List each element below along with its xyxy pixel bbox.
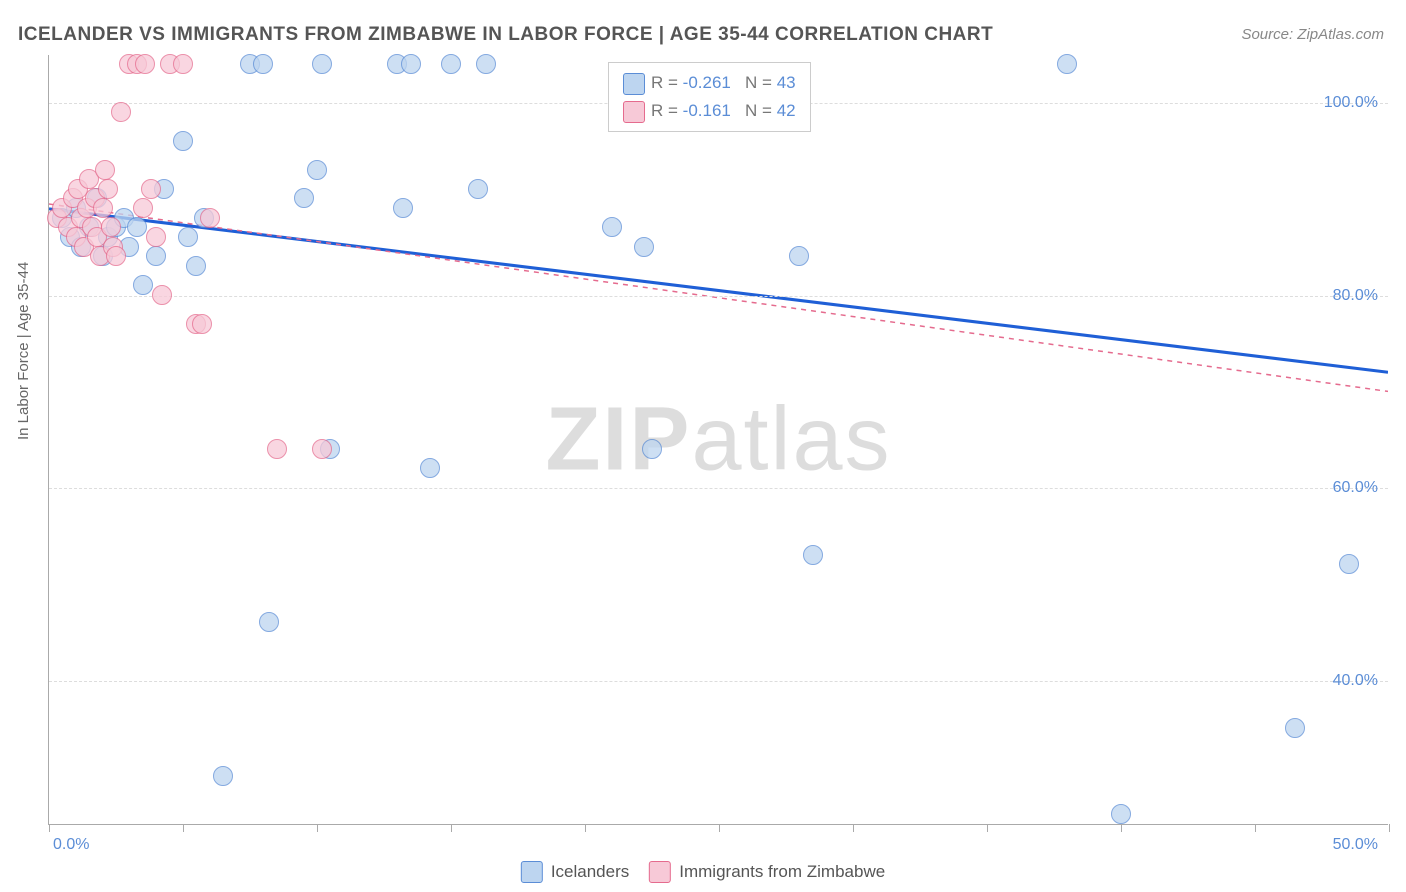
legend-item: Immigrants from Zimbabwe xyxy=(649,861,885,883)
watermark-bold: ZIP xyxy=(545,389,691,489)
scatter-point xyxy=(173,131,193,151)
scatter-point xyxy=(93,198,113,218)
scatter-point xyxy=(178,227,198,247)
series-legend: Icelanders Immigrants from Zimbabwe xyxy=(511,861,895,888)
scatter-point xyxy=(111,102,131,122)
scatter-point xyxy=(441,54,461,74)
x-tick xyxy=(585,824,586,832)
scatter-point xyxy=(294,188,314,208)
trend-line xyxy=(49,204,1388,391)
y-tick-label: 100.0% xyxy=(1324,94,1378,112)
legend-spacer xyxy=(731,101,745,120)
scatter-point xyxy=(634,237,654,257)
scatter-point xyxy=(789,246,809,266)
gridline xyxy=(49,488,1388,489)
legend-swatch xyxy=(623,73,645,95)
scatter-point xyxy=(135,54,155,74)
scatter-point xyxy=(267,439,287,459)
x-tick xyxy=(719,824,720,832)
scatter-point xyxy=(1285,718,1305,738)
legend-item: Icelanders xyxy=(521,861,629,883)
x-tick xyxy=(49,824,50,832)
scatter-point xyxy=(146,246,166,266)
legend-n-label: N = xyxy=(745,73,777,92)
scatter-point xyxy=(95,160,115,180)
scatter-point xyxy=(141,179,161,199)
x-start-label: 0.0% xyxy=(53,836,89,854)
watermark: ZIPatlas xyxy=(545,388,891,491)
trend-line xyxy=(49,209,1388,372)
scatter-point xyxy=(312,54,332,74)
watermark-thin: atlas xyxy=(691,389,891,489)
scatter-point xyxy=(133,275,153,295)
legend-spacer xyxy=(731,73,745,92)
legend-n-value: 43 xyxy=(777,73,796,92)
scatter-point xyxy=(213,766,233,786)
legend-n-label: N = xyxy=(745,101,777,120)
scatter-point xyxy=(1111,804,1131,824)
x-tick xyxy=(1389,824,1390,832)
legend-r-label: R = xyxy=(651,101,683,120)
scatter-point xyxy=(401,54,421,74)
x-tick xyxy=(317,824,318,832)
scatter-point xyxy=(468,179,488,199)
legend-swatch xyxy=(649,861,671,883)
y-axis-label: In Labor Force | Age 35-44 xyxy=(15,262,32,440)
scatter-point xyxy=(476,54,496,74)
scatter-point xyxy=(200,208,220,228)
scatter-point xyxy=(106,246,126,266)
scatter-point xyxy=(146,227,166,247)
legend-r-label: R = xyxy=(651,73,683,92)
legend-label: Icelanders xyxy=(551,862,629,882)
legend-row: R = -0.261 N = 43 xyxy=(623,69,796,97)
chart-title: ICELANDER VS IMMIGRANTS FROM ZIMBABWE IN… xyxy=(18,24,993,46)
legend-r-value: -0.261 xyxy=(683,73,731,92)
source-attribution: Source: ZipAtlas.com xyxy=(1241,26,1384,43)
y-tick-label: 40.0% xyxy=(1333,672,1378,690)
x-tick xyxy=(451,824,452,832)
legend-r-value: -0.161 xyxy=(683,101,731,120)
scatter-point xyxy=(803,545,823,565)
trend-lines xyxy=(49,55,1388,824)
scatter-point xyxy=(101,217,121,237)
legend-swatch xyxy=(521,861,543,883)
scatter-point xyxy=(192,314,212,334)
legend-label: Immigrants from Zimbabwe xyxy=(679,862,885,882)
plot-area: ZIPatlas 40.0%60.0%80.0%100.0%0.0%50.0% xyxy=(48,55,1388,825)
x-tick xyxy=(987,824,988,832)
chart-container: ICELANDER VS IMMIGRANTS FROM ZIMBABWE IN… xyxy=(0,0,1406,892)
gridline xyxy=(49,296,1388,297)
scatter-point xyxy=(127,217,147,237)
scatter-point xyxy=(642,439,662,459)
x-end-label: 50.0% xyxy=(1333,836,1378,854)
x-tick xyxy=(853,824,854,832)
scatter-point xyxy=(602,217,622,237)
scatter-point xyxy=(312,439,332,459)
scatter-point xyxy=(420,458,440,478)
scatter-point xyxy=(186,256,206,276)
legend-n-value: 42 xyxy=(777,101,796,120)
correlation-legend: R = -0.261 N = 43R = -0.161 N = 42 xyxy=(608,62,811,132)
scatter-point xyxy=(133,198,153,218)
x-tick xyxy=(1121,824,1122,832)
y-tick-label: 60.0% xyxy=(1333,479,1378,497)
scatter-point xyxy=(393,198,413,218)
y-tick-label: 80.0% xyxy=(1333,287,1378,305)
legend-swatch xyxy=(623,101,645,123)
x-tick xyxy=(183,824,184,832)
gridline xyxy=(49,681,1388,682)
scatter-point xyxy=(1339,554,1359,574)
scatter-point xyxy=(259,612,279,632)
scatter-point xyxy=(307,160,327,180)
scatter-point xyxy=(253,54,273,74)
scatter-point xyxy=(173,54,193,74)
legend-row: R = -0.161 N = 42 xyxy=(623,97,796,125)
x-tick xyxy=(1255,824,1256,832)
scatter-point xyxy=(1057,54,1077,74)
scatter-point xyxy=(98,179,118,199)
scatter-point xyxy=(152,285,172,305)
